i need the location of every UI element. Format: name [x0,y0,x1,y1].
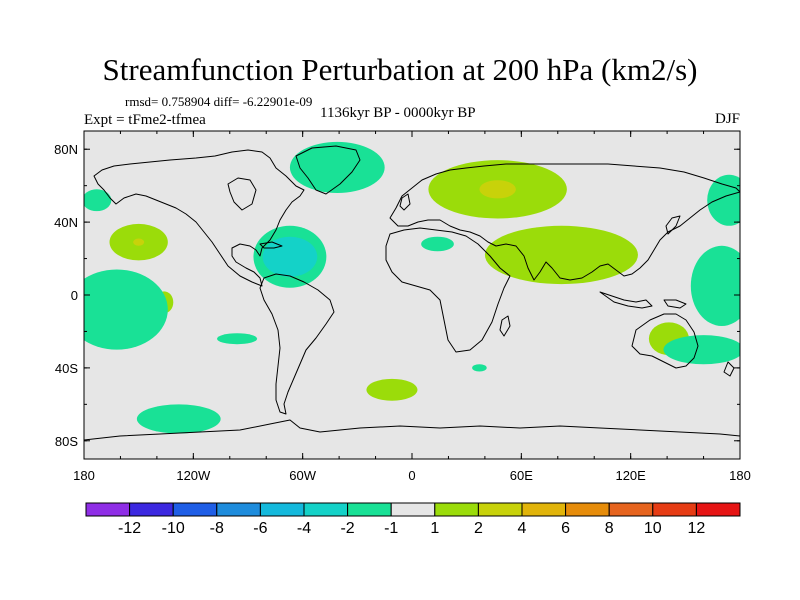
x-tick-label: 120E [615,468,646,483]
y-tick-label: 80N [54,142,78,157]
map-title: Streamfunction Perturbation at 200 hPa (… [102,52,698,87]
colorbar-label: 4 [518,520,527,537]
anomaly-south-asia [484,225,638,285]
colorbar-label: -2 [340,520,354,537]
colorbar-label: 10 [644,520,662,537]
colorbar-swatch [259,502,305,517]
anomaly-eurasia-core [479,180,516,199]
anomaly-s-atlantic [366,378,418,401]
x-tick-label: 0 [408,468,415,483]
colorbar-swatch [608,502,654,517]
axis-ticks: 180 120W 60W 0 60E 120E 180 80N 40N 0 40S 80S [54,131,751,483]
colorbar-label: -12 [118,520,141,537]
colorbar-label: 2 [474,520,483,537]
y-tick-label: 40N [54,215,78,230]
colorbar-label: -6 [253,520,267,537]
colorbar-swatch [565,502,610,517]
stats-text: rmsd= 0.758904 diff= -6.22901e-09 [125,94,313,109]
colorbar-swatch [434,502,479,517]
colorbar-label: -10 [162,520,185,537]
colorbar-swatch [477,502,523,517]
coast-africa [385,227,511,353]
anomaly-tasman [663,335,740,365]
x-tick-label: 180 [729,468,751,483]
coast-europe-asia [389,163,740,281]
map-background [84,131,740,459]
anomaly-n-pacific-east [707,174,740,226]
coast-japan [665,215,681,235]
x-tick-label: 60W [289,468,316,483]
anomaly-n-pacific-core [133,238,145,246]
coast-new-guinea [663,299,687,309]
period-label: 1136kyr BP - 0000kyr BP [320,105,476,121]
coast-hudson-bay [227,177,257,211]
colorbar-swatch [521,502,567,517]
colorbar-label: -1 [384,520,398,537]
anomaly-north-africa [421,236,454,252]
anomaly-greenland [289,141,385,193]
y-tick-label: 0 [71,288,78,303]
colorbar-swatch [129,502,174,517]
colorbar-swatch [347,502,392,517]
anomaly-w-pacific [690,245,740,326]
anomaly-s-pacific [84,269,168,350]
coast-britain [399,193,411,211]
colorbar-label: 1 [430,520,439,537]
y-tick-label: 80S [55,434,78,449]
colorbar-swatch [85,502,131,517]
x-tick-label: 120W [176,468,211,483]
coast-greenland [295,145,361,195]
colorbar-label: 8 [605,520,614,537]
season-label: DJF [714,111,740,127]
colorbar-label: -4 [297,520,311,537]
colorbar-swatch [216,502,261,517]
anomaly-s-indian [472,364,487,372]
colorbar: -12 -10 -8 -6 -4 -2 -1 1 2 4 6 8 10 12 [85,502,741,537]
coast-cuba [259,241,283,249]
anomaly-n-pacific-west-edge [84,189,112,212]
anomaly-layer [84,141,740,434]
coast-new-zealand [723,361,735,377]
coast-australia [631,313,699,369]
colorbar-label: 6 [561,520,570,537]
x-tick-label: 60E [510,468,533,483]
colorbar-swatch [172,502,218,517]
colorbar-label: 12 [688,520,706,537]
colorbar-swatch [303,502,349,517]
colorbar-swatch [695,502,741,517]
anomaly-southern-ocean [136,404,221,434]
colorbar-label: -8 [210,520,224,537]
anomaly-caribbean-core [262,236,318,277]
coast-madagascar [499,315,511,337]
colorbar-swatch [390,502,436,517]
coast-north-america [93,149,305,287]
coastlines [84,145,740,441]
anomaly-se-pacific [217,333,258,345]
x-tick-label: 180 [73,468,95,483]
y-tick-label: 40S [55,361,78,376]
experiment-label: Expt = tFme2-tfmea [84,112,206,128]
coast-antarctica [84,419,740,441]
coast-south-america [259,273,335,415]
coast-indonesia [599,291,653,309]
colorbar-swatch [652,502,697,517]
